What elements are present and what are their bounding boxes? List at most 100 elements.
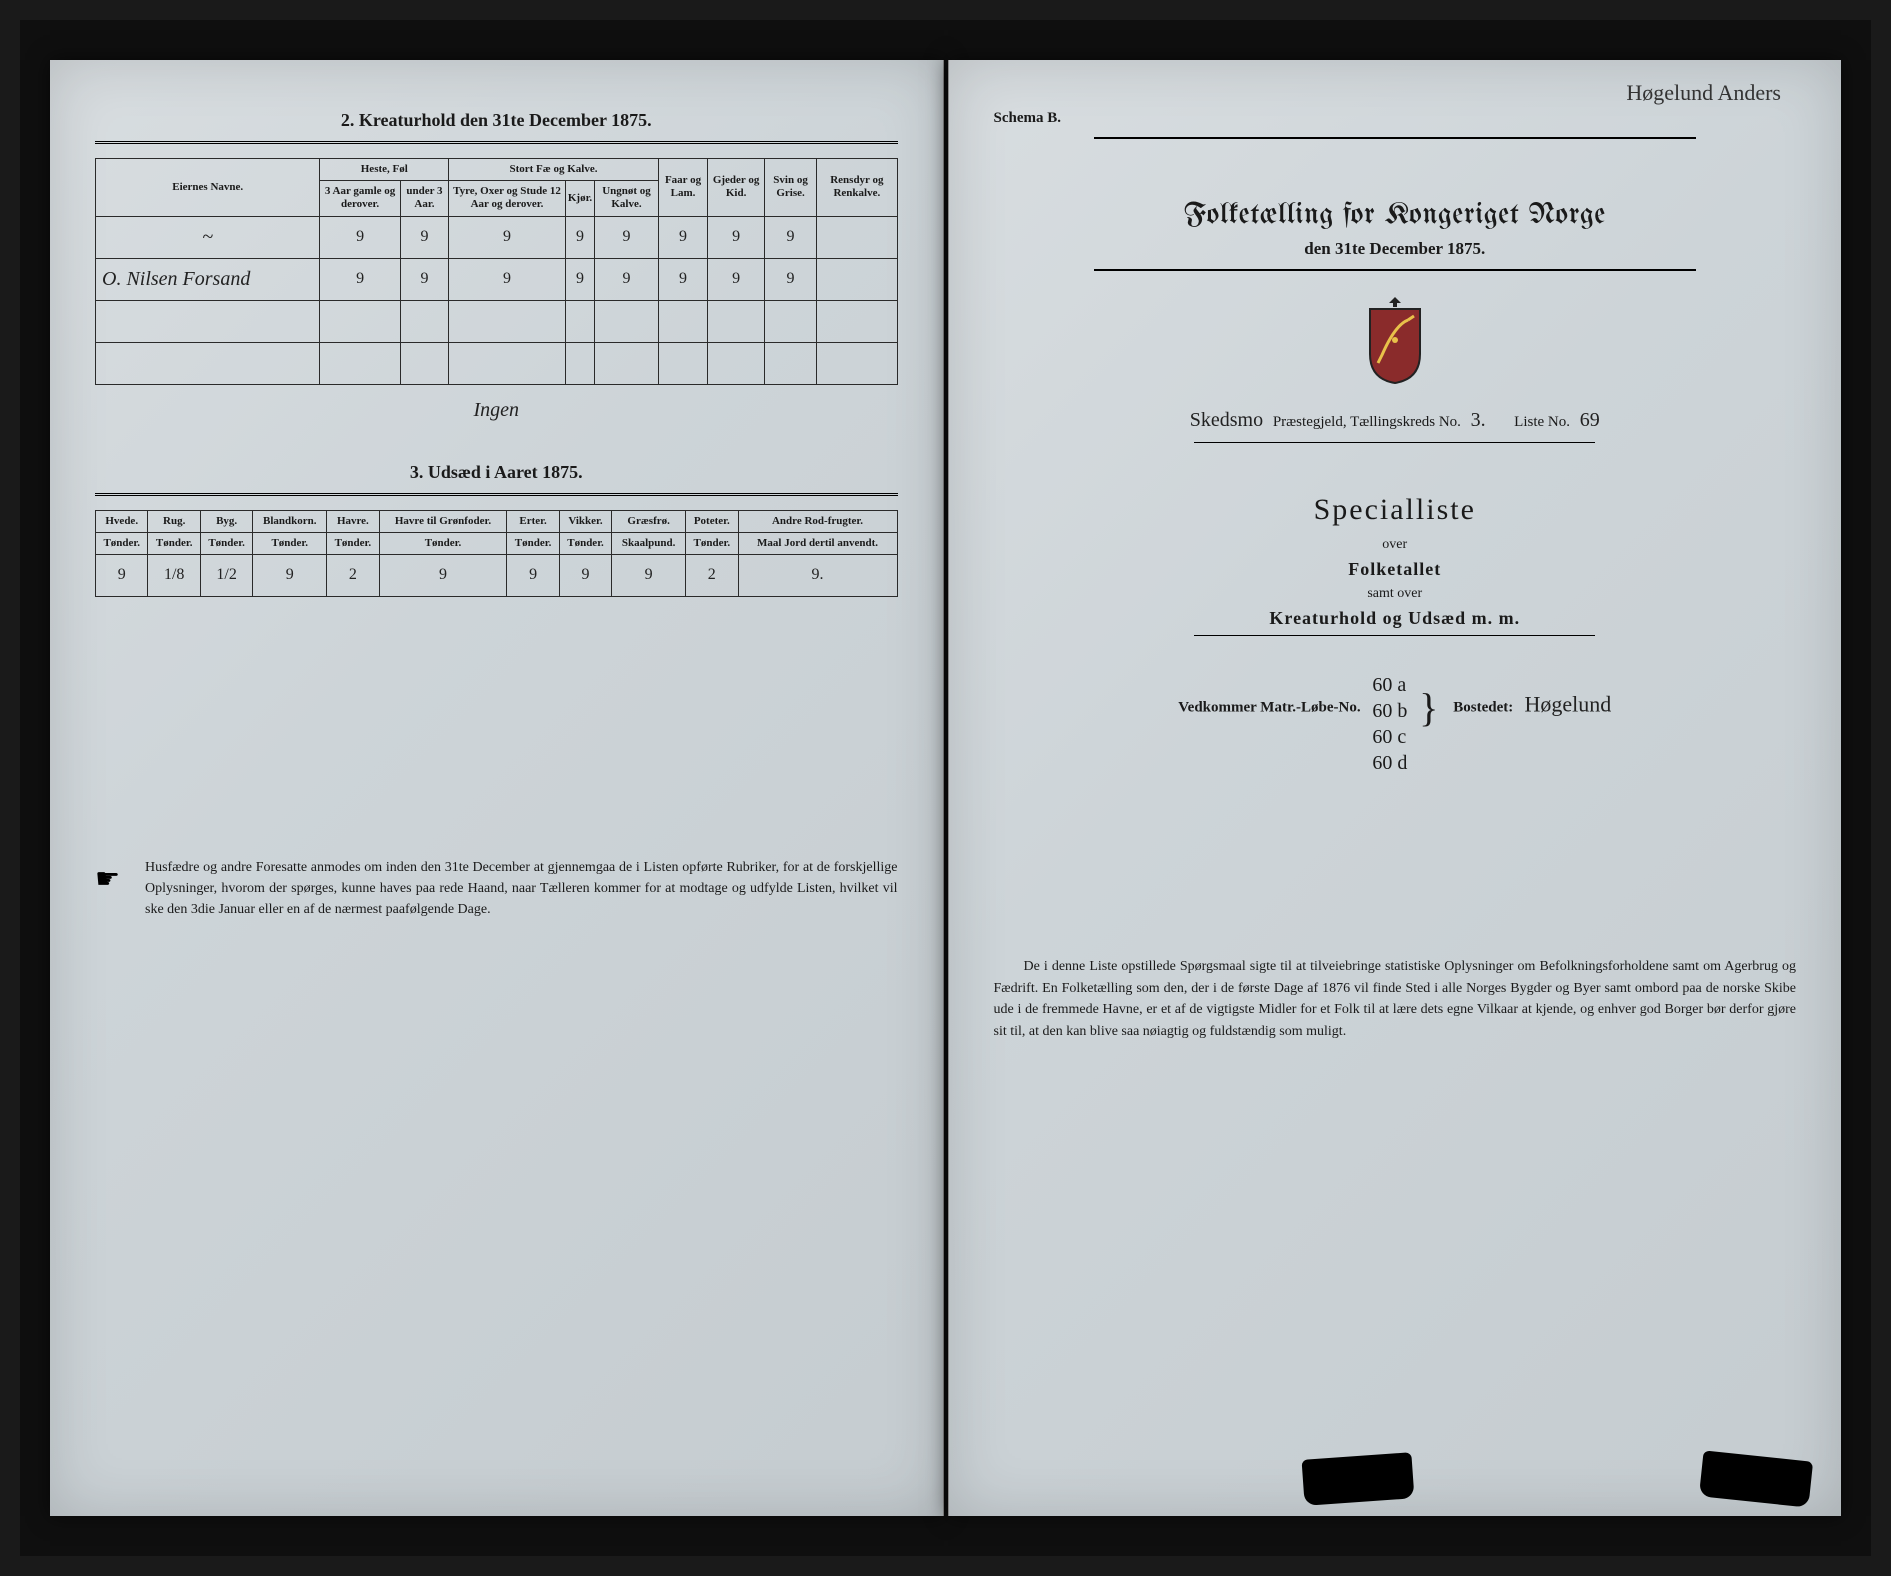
spec-line: samt over <box>994 586 1797 602</box>
livestock-table: Eiernes Navne. Heste, Føl Stort Fæ og Ka… <box>95 158 898 385</box>
census-title: Folketælling for Kongeriget Norge <box>994 199 1797 231</box>
col: Erter. <box>507 510 559 532</box>
coat-of-arms-icon <box>1360 295 1430 385</box>
cell: 9 <box>565 216 594 258</box>
district-label: Præstegjeld, Tællingskreds No. <box>1273 414 1465 430</box>
seed-header-row: Hvede. Rug. Byg. Blandkorn. Havre. Havre… <box>96 510 898 532</box>
cell: 9 <box>708 216 765 258</box>
right-footnote: De i denne Liste opstillede Spørgsmaal s… <box>994 956 1797 1043</box>
cell: 2 <box>686 554 738 596</box>
col: Byg. <box>200 510 252 532</box>
vedkommer-line: Vedkommer Matr.-Løbe-No. 60 a 60 b 60 c … <box>994 672 1797 776</box>
cell: 2 <box>327 554 379 596</box>
spec-line: over <box>994 537 1797 553</box>
bostedet-value: Høgelund <box>1525 691 1612 716</box>
col: Hvede. <box>96 510 148 532</box>
cell: 9 <box>612 554 686 596</box>
liste-label: Liste No. <box>1514 414 1574 430</box>
unit: Tønder. <box>559 532 611 554</box>
col: Andre Rod-frugter. <box>738 510 897 532</box>
col: Havre til Grønfoder. <box>379 510 507 532</box>
table-row <box>96 300 898 342</box>
kreds-no: 3. <box>1471 409 1486 431</box>
cell <box>817 258 897 300</box>
handwritten-annotation: Høgelund Anders <box>1626 80 1781 106</box>
cell: 9 <box>658 216 708 258</box>
seed-unit-row: Tønder. Tønder. Tønder. Tønder. Tønder. … <box>96 532 898 554</box>
col-reindeer: Rensdyr og Renkalve. <box>817 159 897 217</box>
cell: 9 <box>507 554 559 596</box>
matr-no: 60 d <box>1372 752 1407 774</box>
col: Rug. <box>148 510 200 532</box>
divider <box>95 493 898 496</box>
unit: Tønder. <box>327 532 379 554</box>
divider <box>95 141 898 144</box>
col-pigs: Svin og Grise. <box>764 159 816 217</box>
section3-title: 3. Udsæd i Aaret 1875. <box>95 462 898 483</box>
sub-horse-a: 3 Aar gamle og derover. <box>320 181 400 216</box>
vedk-prefix: Vedkommer Matr.-Løbe-No. <box>1178 699 1364 715</box>
col: Blandkorn. <box>253 510 327 532</box>
document-spread: 2. Kreaturhold den 31te December 1875. E… <box>20 20 1871 1556</box>
cell: 9 <box>449 258 566 300</box>
cell: 1/2 <box>200 554 252 596</box>
table-row: O. Nilsen Forsand 9 9 9 9 9 9 9 9 <box>96 258 898 300</box>
table-row: ~ 9 9 9 9 9 9 9 9 <box>96 216 898 258</box>
unit: Tønder. <box>148 532 200 554</box>
cell: 9. <box>738 554 897 596</box>
cell: 9 <box>400 258 448 300</box>
cell: 9 <box>764 258 816 300</box>
spec-line: Folketallet <box>994 559 1797 580</box>
liste-no: 69 <box>1580 409 1600 431</box>
cell: 9 <box>253 554 327 596</box>
district-name: Skedsmo <box>1190 409 1263 431</box>
spec-line: Kreaturhold og Udsæd m. m. <box>994 608 1797 629</box>
left-page: 2. Kreaturhold den 31te December 1875. E… <box>50 60 944 1516</box>
brace-icon: } <box>1419 685 1438 730</box>
sub-cattle-b: Kjør. <box>565 181 594 216</box>
cell: 9 <box>449 216 566 258</box>
cell: 9 <box>559 554 611 596</box>
census-subtitle: den 31te December 1875. <box>994 239 1797 259</box>
cell: 9 <box>400 216 448 258</box>
matr-no: 60 b <box>1372 700 1407 722</box>
col-goats: Gjeder og Kid. <box>708 159 765 217</box>
col-sheep: Faar og Lam. <box>658 159 708 217</box>
unit: Tønder. <box>686 532 738 554</box>
cell: 9 <box>595 258 659 300</box>
unit: Tønder. <box>253 532 327 554</box>
cell: 9 <box>379 554 507 596</box>
pointing-hand-icon: ☛ <box>95 859 120 901</box>
cell: 9 <box>595 216 659 258</box>
schema-label: Schema B. <box>994 110 1797 127</box>
section2-title: 2. Kreaturhold den 31te December 1875. <box>95 110 898 131</box>
seed-table: Hvede. Rug. Byg. Blandkorn. Havre. Havre… <box>95 510 898 597</box>
unit: Tønder. <box>379 532 507 554</box>
unit: Tønder. <box>507 532 559 554</box>
owner-cell: ~ <box>96 216 320 258</box>
district-line: Skedsmo Præstegjeld, Tællingskreds No. 3… <box>994 409 1797 432</box>
cell: 9 <box>96 554 148 596</box>
sub-cattle-c: Ungnøt og Kalve. <box>595 181 659 216</box>
col-cattle: Stort Fæ og Kalve. <box>449 159 659 181</box>
divider <box>1094 269 1696 271</box>
table-row <box>96 342 898 384</box>
divider <box>1094 137 1696 139</box>
matr-numbers: 60 a 60 b 60 c 60 d <box>1372 672 1407 776</box>
right-page: Høgelund Anders Schema B. Folketælling f… <box>948 60 1842 1516</box>
cell <box>817 216 897 258</box>
col-horses: Heste, Føl <box>320 159 449 181</box>
binder-clip-icon <box>1301 1452 1414 1506</box>
unit: Tønder. <box>96 532 148 554</box>
divider <box>1194 442 1595 443</box>
seed-data-row: 9 1/8 1/2 9 2 9 9 9 9 2 9. <box>96 554 898 596</box>
col: Havre. <box>327 510 379 532</box>
cell: 1/8 <box>148 554 200 596</box>
signature: Ingen <box>95 399 898 422</box>
divider <box>1194 635 1595 636</box>
livestock-body: ~ 9 9 9 9 9 9 9 9 O. Nilsen Forsand 9 9 … <box>96 216 898 384</box>
cell: 9 <box>565 258 594 300</box>
specialliste-title: Specialliste <box>994 493 1797 527</box>
col: Vikker. <box>559 510 611 532</box>
matr-no: 60 c <box>1372 726 1406 748</box>
